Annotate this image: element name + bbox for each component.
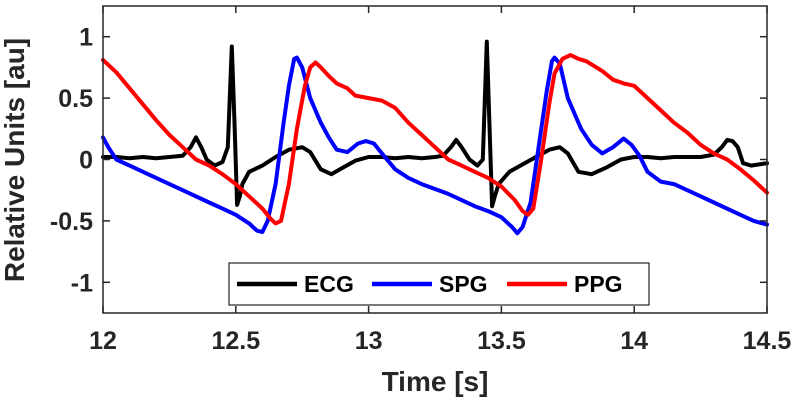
legend-label-spg: SPG [439,271,488,297]
x-tick-label: 13 [355,327,383,355]
y-tick-label: 1 [79,24,93,52]
y-tick-label: -0.5 [50,208,93,236]
legend-label-ppg: PPG [574,271,623,297]
x-tick-label: 12 [89,327,117,355]
labels-layer: 12 12.5 13 13.5 14 14.5 1 0.5 0 -0.5 -1 [50,24,792,355]
ticks-layer [102,6,768,313]
y-tick-label: -1 [71,269,93,297]
legend-box [228,262,650,306]
x-tick-label: 13.5 [477,327,526,355]
legend-label-ecg: ECG [304,271,354,297]
x-axis-label: Time [s] [382,366,489,397]
series-layer [101,39,769,236]
legend: ECG SPG PPG [228,262,650,306]
y-axis-label: Relative Units [au] [0,38,30,282]
x-tick-label: 14 [620,327,648,355]
x-tick-label: 14.5 [743,327,792,355]
x-tick-label: 12.5 [211,327,260,355]
y-tick-label: 0.5 [58,85,93,113]
series-line-ecg [101,39,769,209]
series-line-spg [101,55,769,236]
series-line-ppg [101,53,769,226]
y-tick-label: 0 [79,147,93,175]
